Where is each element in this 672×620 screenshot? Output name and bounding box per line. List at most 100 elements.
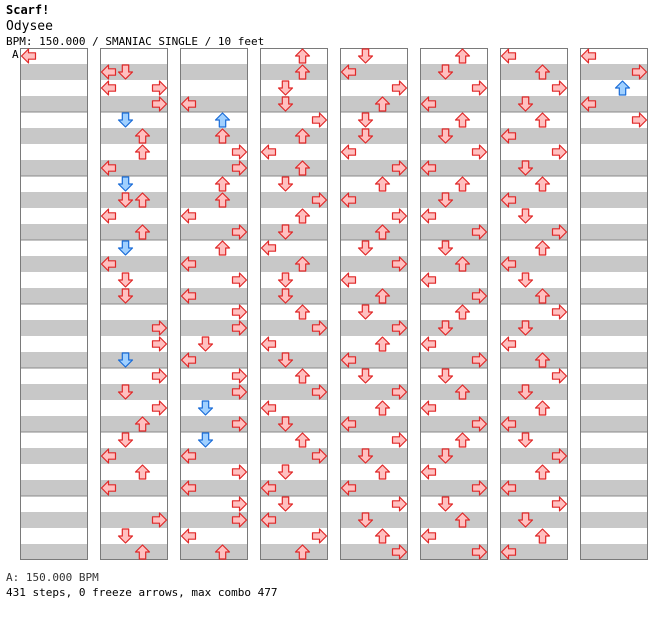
beat-stripe bbox=[180, 256, 248, 272]
beat-stripe bbox=[100, 256, 168, 272]
beat-stripe bbox=[580, 192, 648, 208]
beat-stripe bbox=[20, 480, 88, 496]
beat-stripe bbox=[420, 352, 488, 368]
chart-column bbox=[580, 48, 648, 560]
beat-stripe bbox=[260, 128, 328, 144]
beat-stripe bbox=[580, 480, 648, 496]
beat-stripe bbox=[580, 512, 648, 528]
beat-stripe bbox=[260, 480, 328, 496]
beat-stripe bbox=[580, 96, 648, 112]
beat-stripe bbox=[100, 288, 168, 304]
beat-stripe bbox=[500, 96, 568, 112]
beat-stripe bbox=[420, 160, 488, 176]
beat-stripe bbox=[340, 96, 408, 112]
beat-stripe bbox=[340, 320, 408, 336]
beat-stripe bbox=[20, 160, 88, 176]
beat-stripe bbox=[20, 224, 88, 240]
beat-stripe bbox=[260, 192, 328, 208]
beat-stripe bbox=[340, 512, 408, 528]
beat-stripe bbox=[580, 256, 648, 272]
beat-stripe bbox=[100, 352, 168, 368]
beat-stripe bbox=[420, 448, 488, 464]
beat-stripe bbox=[340, 160, 408, 176]
beat-stripe bbox=[180, 64, 248, 80]
beat-stripe bbox=[100, 192, 168, 208]
beat-stripe bbox=[20, 192, 88, 208]
chart-column bbox=[260, 48, 328, 560]
beat-stripe bbox=[340, 192, 408, 208]
song-title: Scarf! bbox=[6, 3, 50, 17]
beat-stripe bbox=[340, 384, 408, 400]
beat-stripe bbox=[260, 64, 328, 80]
beat-stripe bbox=[420, 224, 488, 240]
beat-stripe bbox=[420, 128, 488, 144]
beat-stripe bbox=[500, 416, 568, 432]
beat-stripe bbox=[340, 448, 408, 464]
beat-stripe bbox=[180, 480, 248, 496]
beat-stripe bbox=[260, 416, 328, 432]
beat-stripe bbox=[580, 448, 648, 464]
beat-stripe bbox=[340, 480, 408, 496]
chart-columns bbox=[20, 48, 648, 560]
beat-stripe bbox=[500, 256, 568, 272]
beat-stripe bbox=[20, 96, 88, 112]
beat-stripe bbox=[420, 288, 488, 304]
beat-stripe bbox=[180, 224, 248, 240]
beat-stripe bbox=[180, 320, 248, 336]
beat-stripe bbox=[260, 320, 328, 336]
beat-stripe bbox=[180, 544, 248, 560]
beat-stripe bbox=[100, 128, 168, 144]
beat-stripe bbox=[580, 352, 648, 368]
beat-stripe bbox=[340, 288, 408, 304]
chart-column bbox=[20, 48, 88, 560]
beat-stripe bbox=[100, 96, 168, 112]
beat-stripe bbox=[580, 160, 648, 176]
beat-stripe bbox=[500, 128, 568, 144]
beat-stripe bbox=[20, 64, 88, 80]
beat-stripe bbox=[260, 288, 328, 304]
chart-column bbox=[100, 48, 168, 560]
beat-stripe bbox=[340, 352, 408, 368]
beat-stripe bbox=[100, 544, 168, 560]
beat-stripe bbox=[500, 384, 568, 400]
beat-stripe bbox=[20, 320, 88, 336]
beat-stripe bbox=[500, 512, 568, 528]
beat-stripe bbox=[340, 544, 408, 560]
beat-stripe bbox=[100, 160, 168, 176]
chart-column bbox=[180, 48, 248, 560]
beat-stripe bbox=[420, 96, 488, 112]
beat-stripe bbox=[100, 480, 168, 496]
column-border bbox=[420, 48, 488, 560]
beat-stripe bbox=[580, 64, 648, 80]
beat-stripe bbox=[340, 128, 408, 144]
beat-stripe bbox=[420, 192, 488, 208]
beat-stripe bbox=[180, 416, 248, 432]
beat-stripe bbox=[20, 352, 88, 368]
beat-stripe bbox=[580, 224, 648, 240]
column-border bbox=[20, 48, 88, 560]
beat-stripe bbox=[500, 288, 568, 304]
beat-stripe bbox=[340, 224, 408, 240]
chart-info: BPM: 150.000 / SMANIAC SINGLE / 10 feet bbox=[6, 35, 265, 48]
beat-stripe bbox=[180, 288, 248, 304]
beat-stripe bbox=[420, 256, 488, 272]
chart-column bbox=[420, 48, 488, 560]
column-border bbox=[500, 48, 568, 560]
beat-stripe bbox=[180, 384, 248, 400]
beat-stripe bbox=[20, 416, 88, 432]
beat-stripe bbox=[340, 256, 408, 272]
beat-stripe bbox=[580, 288, 648, 304]
column-border bbox=[100, 48, 168, 560]
step-chart bbox=[20, 48, 648, 560]
beat-stripe bbox=[180, 448, 248, 464]
beat-stripe bbox=[340, 416, 408, 432]
beat-stripe bbox=[420, 64, 488, 80]
beat-stripe bbox=[180, 512, 248, 528]
beat-stripe bbox=[20, 384, 88, 400]
beat-stripe bbox=[20, 544, 88, 560]
column-border bbox=[260, 48, 328, 560]
beat-stripe bbox=[180, 160, 248, 176]
beat-stripe bbox=[500, 352, 568, 368]
beat-stripe bbox=[500, 160, 568, 176]
beat-stripe bbox=[180, 128, 248, 144]
